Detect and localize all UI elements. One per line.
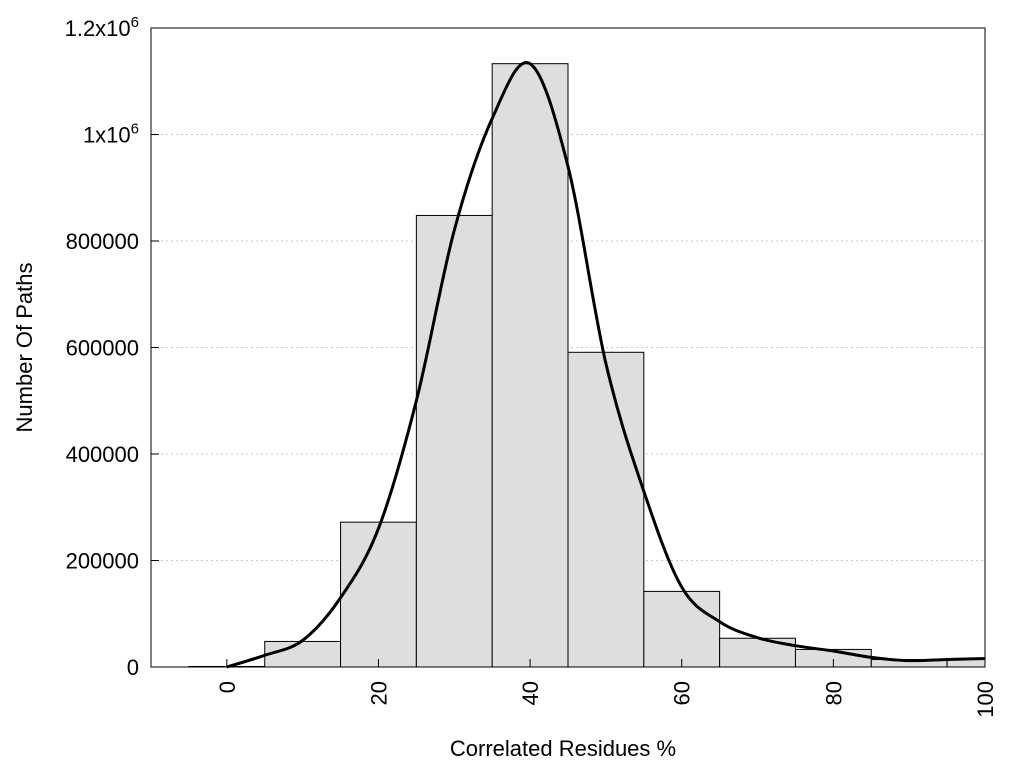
x-tick-label: 100 (973, 681, 998, 718)
y-tick-label: 800000 (66, 229, 139, 254)
x-axis-title: Correlated Residues % (450, 736, 676, 761)
x-tick-label: 0 (215, 681, 240, 693)
density-curve-layer (226, 61, 986, 669)
histogram-bar (567, 351, 645, 668)
x-tick-label: 80 (821, 681, 846, 705)
histogram-bar (415, 214, 493, 668)
histogram-bar (491, 63, 569, 668)
y-tick-label: 1x106 (83, 121, 139, 148)
y-tick-label: 400000 (66, 442, 139, 467)
x-tick-label: 40 (518, 681, 543, 705)
y-axis-ticks: 0 200000 400000 600000 800000 1x106 1.2x106 (65, 14, 159, 680)
y-tick-label: 1.2x106 (65, 14, 139, 41)
y-axis-title: Number Of Paths (12, 263, 37, 433)
x-tick-label: 20 (366, 681, 391, 705)
y-tick-label: 0 (127, 655, 139, 680)
y-tick-label: 600000 (66, 336, 139, 361)
histogram-bar (264, 640, 342, 668)
histogram-bars (188, 63, 986, 668)
density-curve (226, 61, 986, 669)
x-axis-ticks: 0 20 40 60 80 100 (215, 659, 998, 718)
histogram-bar (643, 590, 721, 668)
histogram-bar (340, 521, 417, 668)
x-tick-label: 60 (670, 681, 695, 705)
y-tick-label: 200000 (66, 549, 139, 574)
